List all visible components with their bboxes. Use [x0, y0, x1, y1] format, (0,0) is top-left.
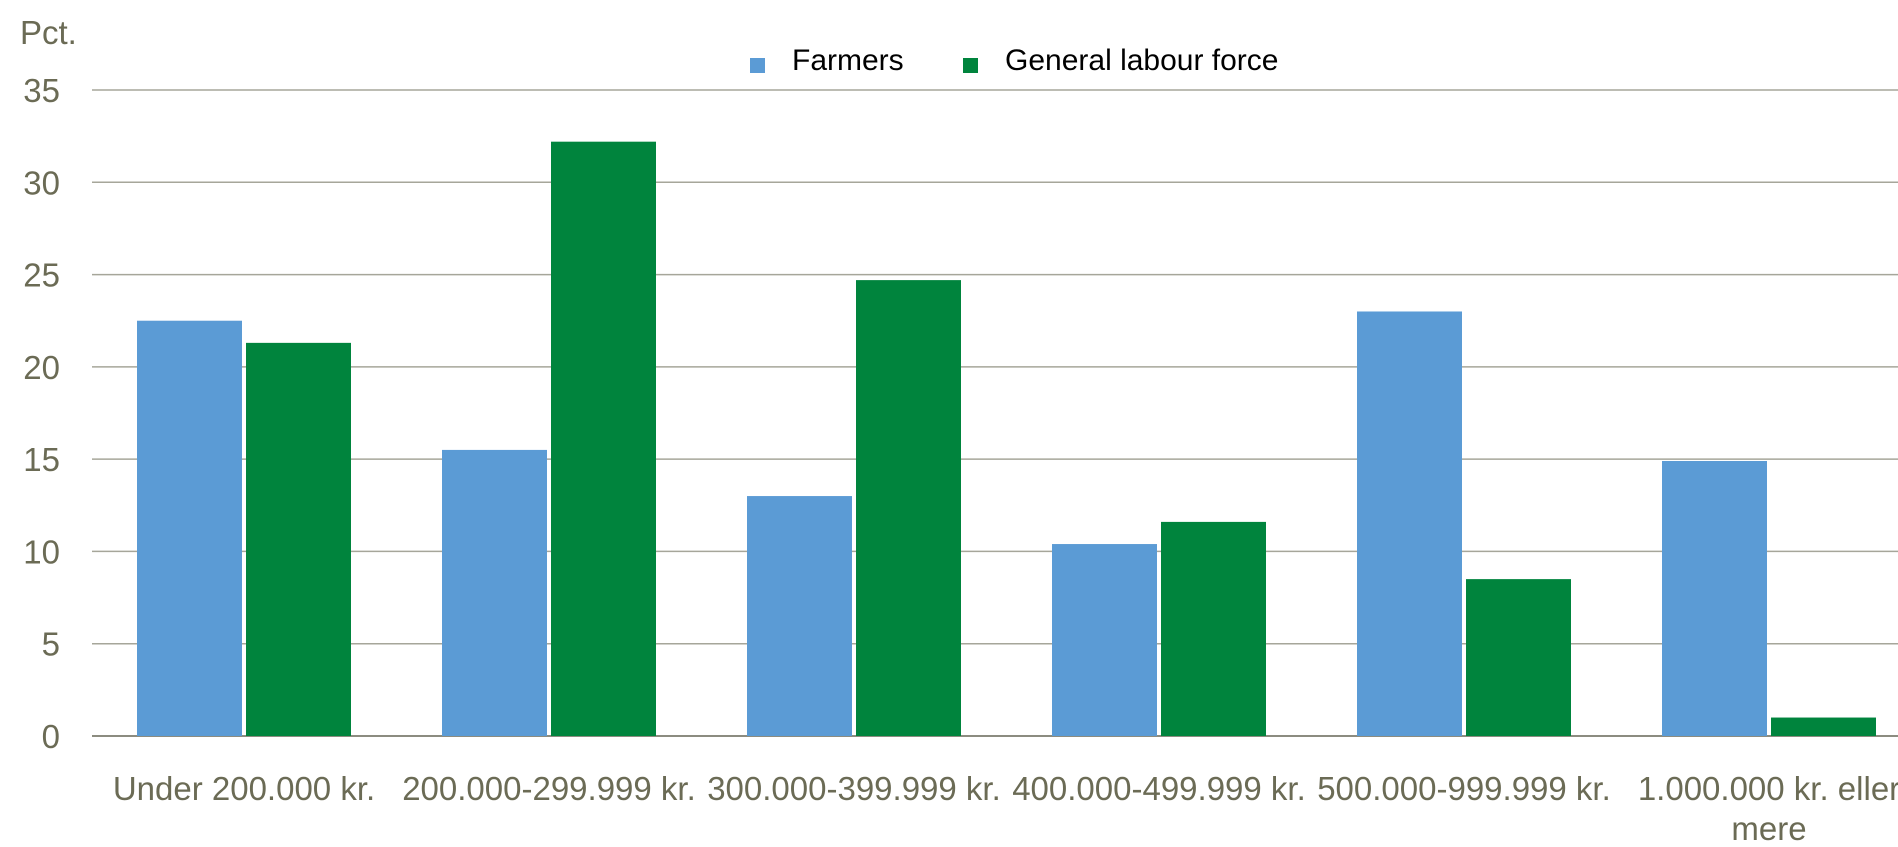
- x-category-label-line: 500.000-999.999 kr.: [1317, 770, 1611, 807]
- bar-farmers: [1357, 311, 1462, 736]
- bar-general-labour-force: [551, 141, 656, 736]
- y-tick-label: 5: [42, 626, 60, 663]
- bar-general-labour-force: [856, 280, 961, 736]
- y-tick-label: 35: [23, 72, 60, 109]
- y-tick-label: 10: [23, 533, 60, 570]
- x-category-label: 500.000-999.999 kr.: [1317, 770, 1611, 807]
- y-axis-unit-label: Pct.: [20, 14, 77, 51]
- gridlines: [92, 89, 1898, 737]
- bar-farmers: [747, 496, 852, 736]
- bar-general-labour-force: [1771, 717, 1876, 736]
- x-category-label: 400.000-499.999 kr.: [1012, 770, 1306, 807]
- y-tick-label: 15: [23, 441, 60, 478]
- legend-swatch: [963, 58, 978, 73]
- legend-label: General labour force: [1005, 44, 1279, 77]
- bars: [137, 141, 1876, 736]
- x-axis-categories: Under 200.000 kr. 200.000-299.999 kr. 300.…: [113, 770, 1898, 847]
- y-tick-label: 25: [23, 257, 60, 294]
- bar-general-labour-force: [246, 342, 351, 736]
- legend-swatch: [750, 58, 765, 73]
- y-tick-label: 20: [23, 349, 60, 386]
- bar-general-labour-force: [1161, 521, 1266, 736]
- x-category-label-line: 300.000-399.999 kr.: [707, 770, 1001, 807]
- y-axis-ticks: 0 5 10 15 20 25 30 35: [23, 72, 60, 755]
- x-category-label: Under 200.000 kr.: [113, 770, 375, 807]
- x-category-label-line: mere: [1731, 810, 1806, 847]
- bar-farmers: [137, 320, 242, 736]
- x-category-label-line: 200.000-299.999 kr.: [402, 770, 696, 807]
- legend: Farmers General labour force: [750, 44, 1279, 77]
- bar-farmers: [442, 449, 547, 736]
- bar-farmers: [1052, 544, 1157, 736]
- bar-general-labour-force: [1466, 579, 1571, 736]
- y-tick-label: 30: [23, 164, 60, 201]
- x-category-label-line: 400.000-499.999 kr.: [1012, 770, 1306, 807]
- bar-farmers: [1662, 460, 1767, 736]
- x-category-label: 300.000-399.999 kr.: [707, 770, 1001, 807]
- legend-label: Farmers: [792, 44, 904, 77]
- x-category-label-line: 1.000.000 kr. eller: [1638, 770, 1898, 807]
- x-category-label-line: Under 200.000 kr.: [113, 770, 375, 807]
- x-category-label: 200.000-299.999 kr.: [402, 770, 696, 807]
- x-category-label: 1.000.000 kr. eller mere: [1638, 770, 1898, 847]
- y-tick-label: 0: [42, 718, 60, 755]
